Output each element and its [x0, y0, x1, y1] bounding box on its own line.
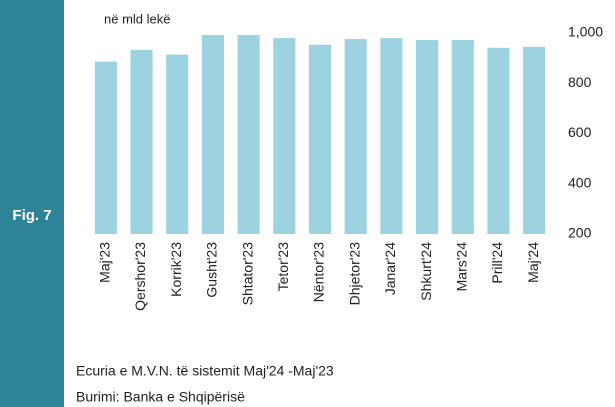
side-panel	[0, 0, 64, 407]
bar	[94, 61, 117, 234]
x-tick-label: Janar'24	[382, 242, 398, 295]
source: Burimi: Banka e Shqipërisë	[76, 389, 245, 405]
bar	[523, 46, 546, 234]
bar	[130, 49, 153, 234]
x-tick-label: Maj'23	[97, 242, 113, 283]
x-tick-label: Gusht'23	[204, 242, 220, 298]
bar	[380, 38, 403, 235]
y-tick-label: 600	[568, 124, 592, 140]
x-tick-label: Tetor'23	[275, 242, 291, 292]
bar	[273, 38, 296, 235]
unit-label: në mld lekë	[104, 11, 170, 26]
y-tick-label: 400	[568, 174, 592, 190]
bar	[308, 44, 332, 235]
y-tick-label: 1,000	[568, 24, 603, 40]
figure-label: Fig. 7	[12, 207, 51, 224]
caption: Ecuria e M.V.N. të sistemit Maj'24 -Maj'…	[76, 363, 334, 379]
x-tick-label: Maj'24	[525, 242, 541, 283]
x-tick-label: Mars'24	[453, 242, 469, 292]
bar	[451, 40, 474, 234]
x-tick-label: Qershor'23	[132, 242, 148, 311]
bar	[344, 39, 367, 234]
x-tick-label: Korrik'23	[168, 242, 184, 297]
bar	[487, 47, 510, 235]
x-tick-label: Shkurt'24	[418, 242, 434, 301]
x-tick-label: Nëntor'23	[311, 242, 327, 302]
x-tick-label: Dhjetor'23	[346, 242, 362, 306]
y-tick-label: 200	[568, 225, 592, 241]
bar	[416, 40, 439, 234]
y-tick-label: 800	[568, 74, 592, 90]
bar	[201, 35, 224, 235]
x-tick-label: Prill'24	[489, 242, 505, 284]
bar	[237, 35, 260, 235]
x-tick-label: Shtator'23	[239, 242, 255, 306]
bar	[166, 54, 189, 234]
